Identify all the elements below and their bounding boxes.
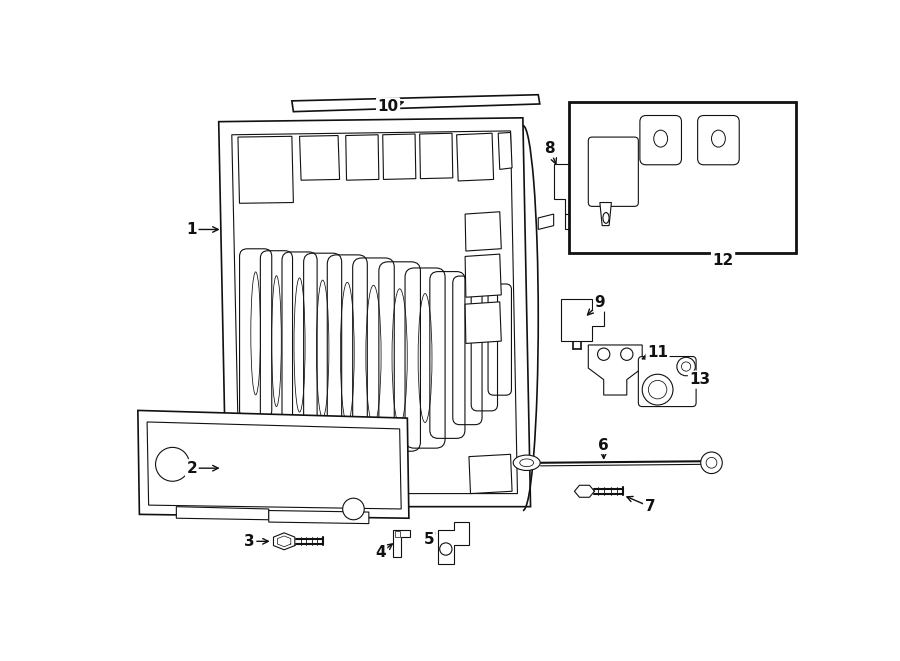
FancyBboxPatch shape [698, 116, 739, 165]
Polygon shape [138, 410, 409, 518]
FancyBboxPatch shape [640, 116, 681, 165]
Text: 11: 11 [647, 345, 668, 360]
Circle shape [701, 452, 723, 473]
Text: 8: 8 [544, 141, 555, 156]
Text: 10: 10 [377, 98, 399, 114]
Polygon shape [292, 95, 540, 112]
Polygon shape [565, 214, 584, 241]
Text: 6: 6 [598, 438, 609, 453]
Text: 12: 12 [713, 253, 734, 268]
Circle shape [156, 447, 189, 481]
Polygon shape [232, 131, 518, 494]
Polygon shape [147, 422, 401, 509]
Polygon shape [554, 164, 596, 214]
Polygon shape [238, 136, 293, 204]
Polygon shape [538, 214, 554, 229]
Polygon shape [346, 135, 379, 180]
Polygon shape [465, 212, 501, 251]
Circle shape [343, 498, 364, 520]
Circle shape [677, 358, 696, 375]
Bar [569, 102, 796, 253]
Polygon shape [419, 134, 453, 178]
FancyBboxPatch shape [638, 356, 696, 407]
Polygon shape [395, 531, 400, 537]
Text: 9: 9 [595, 295, 605, 310]
FancyBboxPatch shape [589, 137, 638, 206]
Polygon shape [469, 454, 512, 494]
Text: 13: 13 [689, 372, 710, 387]
Polygon shape [465, 254, 501, 297]
Polygon shape [599, 202, 611, 225]
Text: 2: 2 [186, 461, 197, 476]
Circle shape [598, 348, 610, 360]
Text: 4: 4 [375, 545, 386, 561]
Text: 1: 1 [186, 222, 197, 237]
Polygon shape [393, 529, 410, 557]
Polygon shape [589, 345, 643, 395]
Text: 7: 7 [644, 499, 655, 514]
Circle shape [440, 543, 452, 555]
Polygon shape [382, 134, 416, 179]
Polygon shape [499, 132, 512, 169]
Circle shape [643, 374, 673, 405]
Polygon shape [219, 118, 530, 507]
Ellipse shape [603, 213, 609, 223]
Polygon shape [562, 299, 604, 341]
Polygon shape [456, 134, 493, 181]
Circle shape [621, 348, 633, 360]
Text: 5: 5 [424, 532, 434, 547]
Text: 3: 3 [244, 534, 255, 549]
Polygon shape [465, 302, 501, 344]
Polygon shape [300, 136, 339, 180]
Polygon shape [176, 507, 269, 520]
Ellipse shape [513, 455, 540, 471]
Polygon shape [269, 510, 369, 524]
Polygon shape [438, 522, 469, 564]
